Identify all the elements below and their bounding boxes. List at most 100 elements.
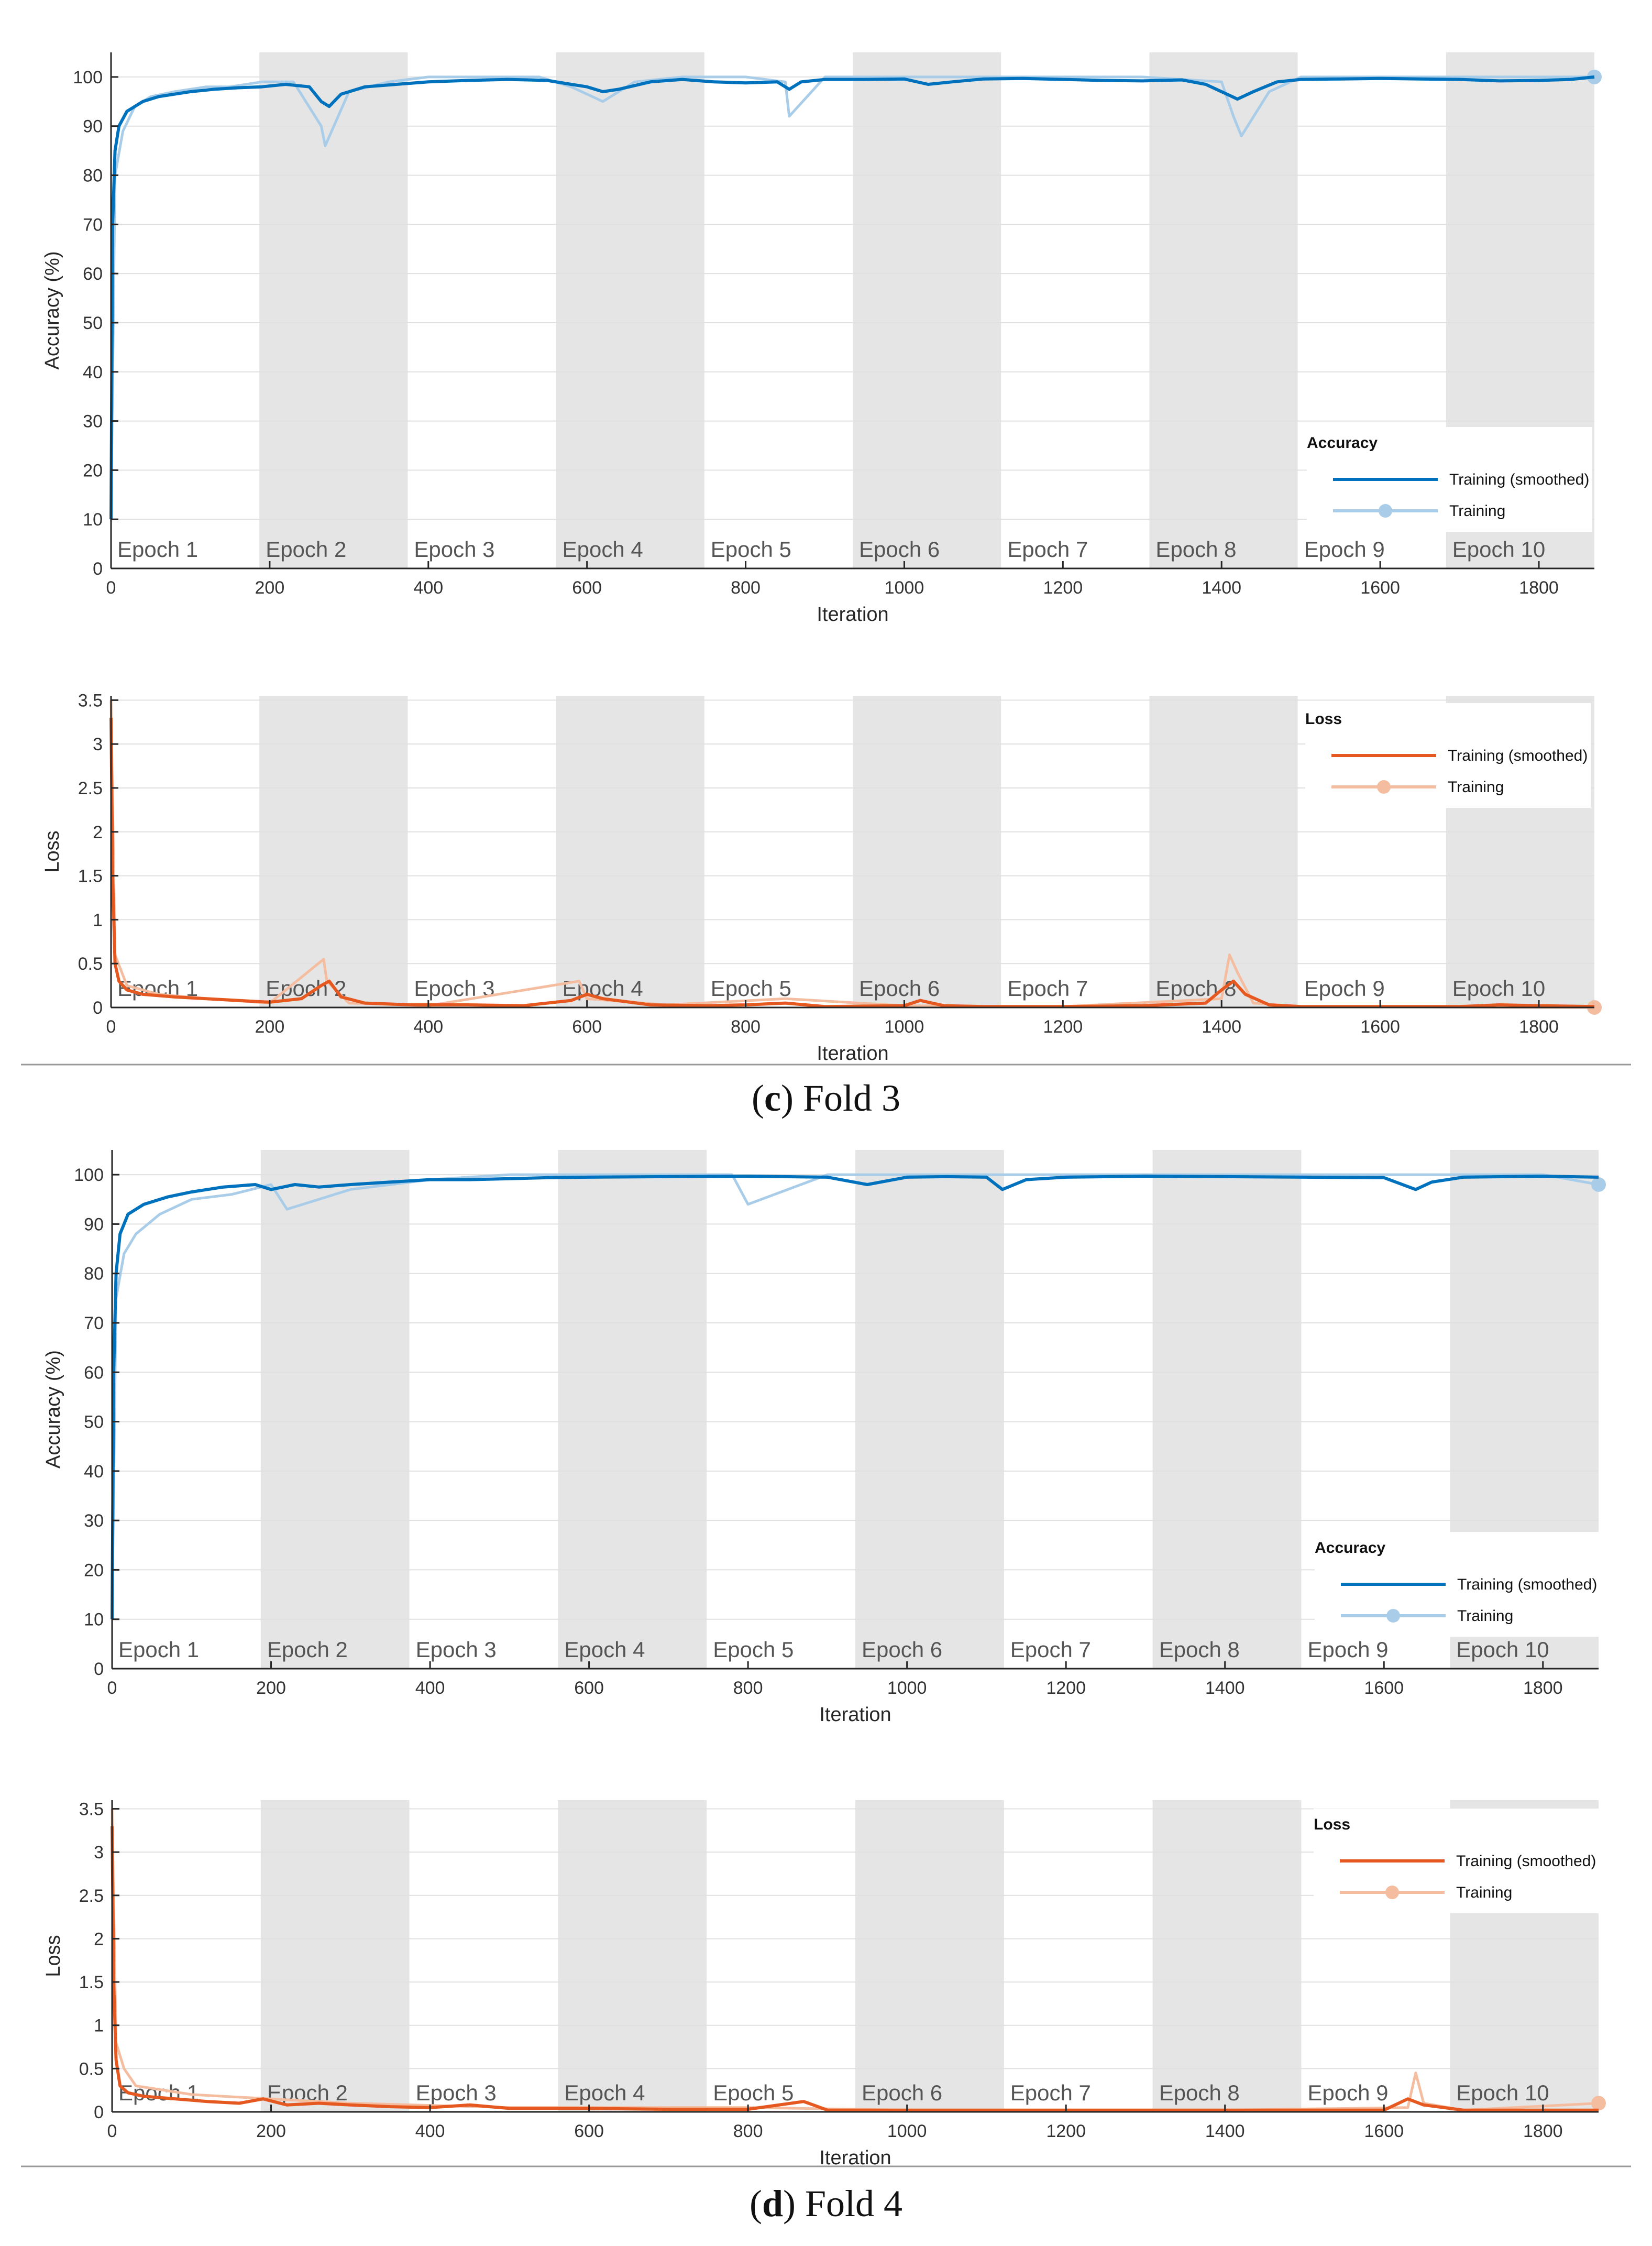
x-tick-label: 1800 (1523, 2121, 1563, 2141)
epoch-band-2 (260, 1150, 410, 1669)
epoch-band-4 (556, 52, 704, 568)
legend-swatch-training-marker (1386, 1609, 1400, 1623)
y-tick-label: 3.5 (78, 691, 103, 710)
epoch-label-5: Epoch 5 (713, 2080, 794, 2105)
x-tick-label: 600 (572, 578, 602, 598)
y-tick-label: 80 (83, 166, 103, 186)
epoch-label-2: Epoch 2 (266, 537, 346, 562)
y-tick-label: 0.5 (78, 954, 103, 974)
x-tick-label: 1600 (1360, 1017, 1400, 1037)
epoch-label-9: Epoch 9 (1307, 1637, 1388, 1662)
x-tick-label: 1000 (885, 578, 924, 598)
x-tick-label: 400 (415, 2121, 445, 2141)
x-tick-label: 1800 (1519, 1017, 1559, 1037)
epoch-label-8: Epoch 8 (1159, 2080, 1240, 2105)
epoch-label-3: Epoch 3 (416, 1637, 497, 1662)
x-tick-label: 1400 (1202, 1017, 1241, 1037)
series-training-end-marker (1591, 2096, 1606, 2111)
y-axis-label: Loss (41, 830, 63, 872)
epoch-band-2 (259, 696, 408, 1007)
epoch-label-1: Epoch 1 (117, 537, 198, 562)
epoch-label-1: Epoch 1 (118, 1637, 199, 1662)
x-tick-label: 800 (731, 578, 761, 598)
epoch-band-4 (558, 1800, 707, 2112)
epoch-label-10: Epoch 10 (1456, 2080, 1549, 2105)
x-tick-label: 1600 (1364, 2121, 1404, 2141)
x-tick-label: 1200 (1043, 1017, 1083, 1037)
x-tick-label: 1400 (1202, 578, 1241, 598)
chart-d-accuracy: Epoch 1 Epoch 2 Epoch 3 Epoch 4 Epoch 5 Epoch… (42, 1150, 1606, 1726)
y-tick-label: 2.5 (78, 779, 103, 798)
y-tick-label: 3.5 (79, 1800, 104, 1820)
epoch-band-6 (853, 696, 1001, 1007)
legend-title: Accuracy (1315, 1539, 1385, 1557)
x-tick-label: 600 (574, 2121, 604, 2141)
y-tick-label: 1.5 (78, 867, 103, 886)
y-tick-label: 50 (83, 313, 103, 333)
x-tick-label: 0 (106, 578, 116, 598)
epoch-band-6 (853, 52, 1001, 568)
legend: Accuracy Training (smoothed) Training (1307, 427, 1592, 532)
y-tick-label: 100 (74, 1165, 104, 1185)
x-tick-label: 600 (572, 1017, 602, 1037)
series-training-smoothed (109, 717, 1595, 1009)
chart-c-loss: Epoch 1 Epoch 2 Epoch 3 Epoch 4 Epoch 5 Epoch… (41, 691, 1602, 1065)
legend-entry-training: Training (1448, 779, 1504, 796)
x-tick-label: 0 (107, 1678, 117, 1698)
epoch-band-8 (1149, 52, 1298, 568)
x-tick-label: 1000 (887, 1678, 927, 1698)
legend-swatch-training-marker (1377, 780, 1391, 794)
legend-entry-training: Training (1449, 502, 1505, 520)
y-axis-label: Accuracy (%) (41, 251, 63, 370)
epoch-band-2 (260, 1800, 410, 2112)
epoch-label-7: Epoch 7 (1007, 537, 1088, 562)
epoch-band-6 (855, 1800, 1004, 2112)
y-tick-label: 3 (94, 1843, 104, 1862)
legend: Loss Training (smoothed) Training (1314, 1809, 1599, 1913)
x-tick-label: 1000 (885, 1017, 924, 1037)
x-tick-label: 1200 (1046, 2121, 1086, 2141)
series-training (111, 1173, 1599, 1619)
series-training-smoothed (109, 75, 1595, 520)
epoch-label-5: Epoch 5 (711, 537, 791, 562)
epoch-band-6 (855, 1150, 1004, 1669)
y-tick-label: 70 (84, 1313, 104, 1333)
y-tick-label: 2 (93, 823, 103, 842)
y-axis-label: Loss (42, 1935, 64, 1977)
epoch-label-9: Epoch 9 (1304, 976, 1385, 1001)
y-tick-label: 10 (83, 510, 103, 530)
caption-c-text: Fold 3 (803, 1077, 900, 1119)
caption-d-text: Fold 4 (805, 2183, 902, 2225)
series-training (109, 75, 1594, 520)
x-tick-label: 0 (107, 2121, 117, 2141)
y-tick-label: 100 (73, 68, 103, 87)
x-tick-label: 1600 (1364, 1678, 1404, 1698)
y-tick-label: 2 (94, 1929, 104, 1949)
x-tick-label: 400 (413, 1017, 443, 1037)
epoch-label-2: Epoch 2 (267, 1637, 348, 1662)
epoch-label-8: Epoch 8 (1155, 537, 1236, 562)
series-training-smoothed (111, 1175, 1599, 1619)
legend-entry-training: Training (1457, 1607, 1513, 1625)
x-tick-label: 200 (255, 578, 285, 598)
epoch-label-9: Epoch 9 (1304, 537, 1385, 562)
epoch-label-6: Epoch 6 (859, 976, 940, 1001)
y-tick-label: 50 (84, 1412, 104, 1432)
legend-title: Accuracy (1307, 434, 1378, 452)
x-tick-label: 1400 (1205, 2121, 1245, 2141)
y-tick-label: 0 (93, 998, 103, 1018)
y-tick-label: 1 (94, 2016, 104, 2036)
y-tick-label: 0.5 (79, 2059, 104, 2079)
x-tick-label: 800 (731, 1017, 761, 1037)
epoch-label-4: Epoch 4 (563, 976, 643, 1001)
epoch-label-4: Epoch 4 (563, 537, 643, 562)
x-axis-label: Iteration (817, 1043, 888, 1065)
epoch-label-7: Epoch 7 (1010, 2080, 1091, 2105)
legend-title: Loss (1305, 710, 1342, 728)
series-training-smoothed (111, 1826, 1599, 2112)
epoch-label-10: Epoch 10 (1452, 537, 1545, 562)
epoch-label-6: Epoch 6 (862, 2080, 942, 2105)
x-tick-label: 400 (413, 578, 443, 598)
epoch-band-8 (1149, 696, 1298, 1007)
legend-entry-smoothed: Training (smoothed) (1457, 1576, 1597, 1593)
